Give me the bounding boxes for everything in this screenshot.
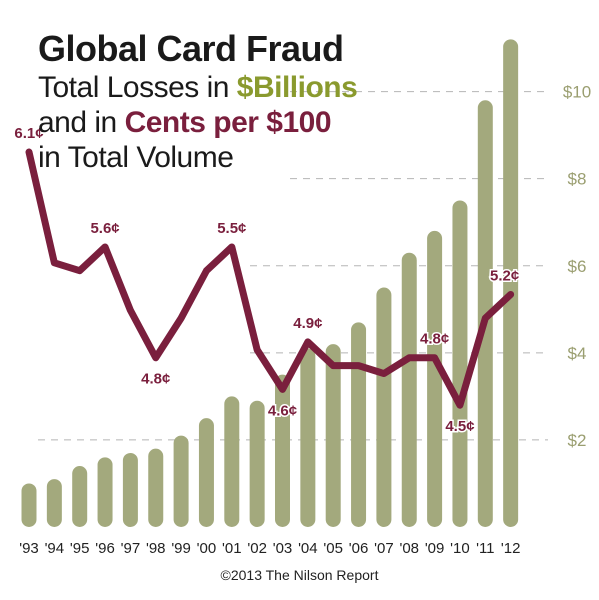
bar [224,396,240,527]
y-tick-label: $2 [568,431,587,450]
x-tick-label: '01 [222,540,242,557]
bar [72,466,88,527]
x-axis: '93 '94 '95 '96 '97 '98 '99 '00 '01 '02 '03 '04 '05 '… [19,540,520,557]
bar [46,479,62,527]
title-highlight-billions: $Billions [236,71,358,104]
title-line-1: Global Card Fraud [38,28,344,69]
line-data-label: 6.1¢ [14,125,43,142]
bar [351,322,367,527]
bar [21,483,37,527]
source-credit: ©2013 The Nilson Report [220,567,379,583]
bar [173,435,189,527]
bar [427,230,443,527]
line-data-label: 4.8¢ [141,371,170,388]
title-highlight-cents: Cents per $100 [124,106,332,139]
bar [300,348,316,527]
line-series [25,148,515,409]
bar [97,457,113,527]
x-tick-label: '06 [349,540,369,557]
x-tick-label: '10 [450,540,470,557]
x-tick-label: '08 [399,540,419,557]
bar [148,448,164,527]
bar [452,200,468,527]
x-tick-label: '03 [273,540,293,557]
chart-title: Global Card Fraud Total Losses in $Billi… [38,28,358,175]
x-tick-label: '02 [247,540,267,557]
line-data-label: 5.5¢ [217,220,246,237]
line-data-labels: 6.1¢ 5.6¢ 4.8¢ 5.5¢ 4.6¢ 4.9¢ 4.8¢ 4.5¢ 5.2¢ [13,124,521,437]
title-line-3-prefix: and in [38,106,125,139]
bar [376,287,392,527]
x-tick-label: '09 [425,540,445,557]
x-tick-label: '07 [374,540,394,557]
x-tick-label: '93 [19,540,39,557]
bar [503,39,519,528]
bar [122,452,138,527]
x-tick-label: '96 [95,540,115,557]
line-data-label: 4.8¢ [420,331,449,348]
line-data-label: 5.6¢ [90,220,119,237]
bar [198,418,214,527]
title-line-2-prefix: Total Losses in [38,71,237,104]
cents-line [25,148,515,409]
x-tick-label: '98 [146,540,166,557]
title-line-4: in Total Volume [38,141,234,174]
line-data-label: 5.2¢ [490,267,519,284]
y-tick-label: $6 [568,257,587,276]
x-tick-label: '04 [298,540,318,557]
x-tick-label: '94 [45,540,65,557]
title-line-2: Total Losses in $Billions [38,70,358,105]
x-tick-label: '00 [197,540,217,557]
bar-series [21,39,519,528]
x-tick-label: '05 [323,540,343,557]
line-data-label: 4.5¢ [445,418,474,435]
title-line-3: and in Cents per $100 [38,105,357,140]
line-data-label: 4.9¢ [293,315,322,332]
y-tick-label: $10 [563,83,591,102]
y-tick-label: $8 [568,170,587,189]
y-tick-label: $4 [568,344,587,363]
x-tick-label: '95 [70,540,90,557]
bar [401,252,417,528]
x-tick-label: '11 [476,540,494,557]
y-axis: $2 $4 $6 $8 $10 [563,83,591,450]
x-tick-label: '99 [171,540,191,557]
x-tick-label: '12 [501,540,521,557]
x-tick-label: '97 [121,540,141,557]
bar [275,374,290,527]
line-data-label: 4.6¢ [268,402,297,419]
bar [249,400,265,527]
bar [325,344,341,527]
